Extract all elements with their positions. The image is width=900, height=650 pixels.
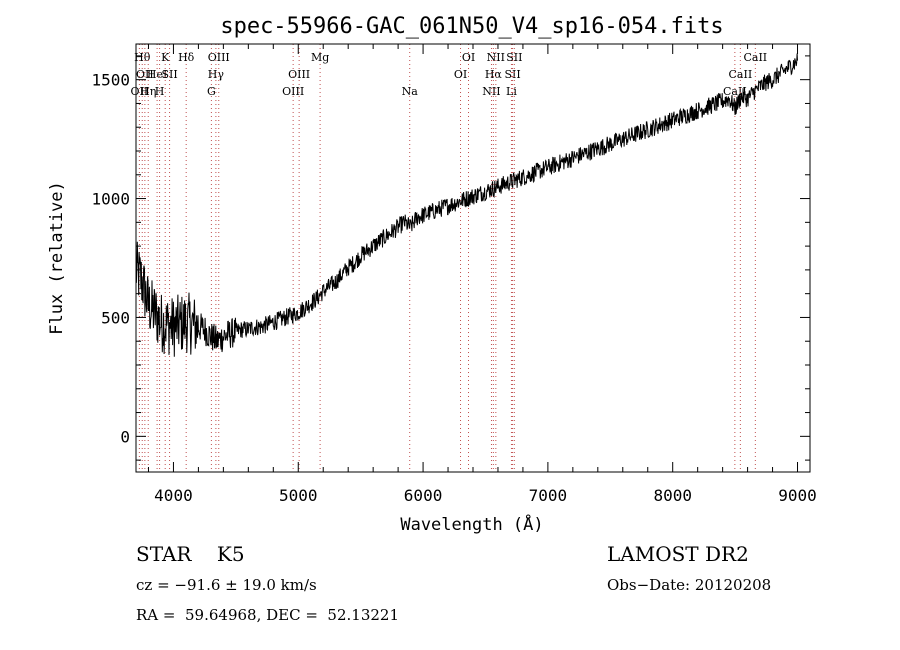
line-marker-label: SII xyxy=(161,68,177,81)
x-tick-label: 7000 xyxy=(529,486,568,505)
line-marker-label: OI xyxy=(454,68,467,81)
x-axis-label: Wavelength (Å) xyxy=(400,513,543,535)
survey-label: LAMOST DR2 xyxy=(607,542,749,566)
x-tick-label: 8000 xyxy=(653,486,692,505)
line-marker-label: Hγ xyxy=(208,68,225,81)
x-tick-label: 5000 xyxy=(279,486,318,505)
chart-title: spec-55966-GAC_061N50_V4_sp16-054.fits xyxy=(220,14,723,39)
y-axis-label: Flux (relative) xyxy=(47,181,67,335)
obs-date-label: Obs−Date: 20120208 xyxy=(607,576,772,594)
coordinates-label: RA = 59.64968, DEC = 52.13221 xyxy=(136,606,400,624)
line-marker-label: G xyxy=(207,85,216,98)
line-marker-label: HeI xyxy=(147,68,167,81)
spectrum-line xyxy=(135,53,798,357)
line-marker-label: SII xyxy=(504,68,520,81)
line-marker-label: NII xyxy=(482,85,500,98)
line-marker-label: Mg xyxy=(311,51,329,64)
line-marker-label: NII xyxy=(487,51,505,64)
line-marker-label: Hδ xyxy=(178,51,195,64)
spectrum-series xyxy=(135,53,798,357)
line-marker-label: H xyxy=(155,85,165,98)
classification-label: STAR K5 xyxy=(136,542,245,566)
y-tick-label: 0 xyxy=(120,427,130,446)
x-tick-label: 4000 xyxy=(154,486,193,505)
x-tick-label: 9000 xyxy=(778,486,817,505)
line-marker-label: Li xyxy=(506,85,517,98)
x-tick-label: 6000 xyxy=(404,486,443,505)
line-marker-label: K xyxy=(161,51,170,64)
line-marker-label: CaII xyxy=(743,51,767,64)
line-marker-label: OIII xyxy=(288,68,310,81)
line-marker-label: OII xyxy=(136,68,154,81)
line-marker-label: Hη xyxy=(140,85,156,98)
line-marker-label: Na xyxy=(402,85,419,98)
y-tick-label: 1500 xyxy=(91,71,130,90)
line-marker-label: OIII xyxy=(282,85,304,98)
line-marker-label: CaII xyxy=(729,68,753,81)
line-marker-label: OIII xyxy=(208,51,230,64)
y-tick-label: 1000 xyxy=(91,190,130,209)
line-marker-label: Hθ xyxy=(134,51,151,64)
line-marker-label: Hα xyxy=(485,68,503,81)
line-marker-label: OI xyxy=(462,51,475,64)
axis-ticks: 4000 5000 6000 7000 8000 9000 0 500 1000 1500 xyxy=(91,44,817,505)
line-markers: OIIHθOIIHηHeIHKSIIHδGHγOIIIOIIIOIIIMgNaO… xyxy=(131,44,767,472)
line-marker-label: SII xyxy=(506,51,522,64)
line-marker-label: OII xyxy=(131,85,149,98)
y-tick-label: 500 xyxy=(101,308,130,327)
redshift-label: cz = −91.6 ± 19.0 km/s xyxy=(136,576,317,594)
